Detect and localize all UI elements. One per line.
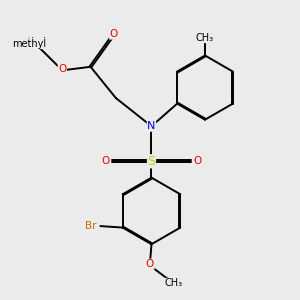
Text: methyl: methyl bbox=[12, 39, 46, 49]
Text: N: N bbox=[147, 121, 156, 131]
Text: O: O bbox=[110, 29, 118, 39]
Text: CH₃: CH₃ bbox=[164, 278, 182, 289]
Text: O: O bbox=[58, 64, 66, 74]
Text: S: S bbox=[148, 155, 155, 168]
Text: methyl: methyl bbox=[0, 299, 1, 300]
Text: CH₃: CH₃ bbox=[196, 33, 214, 43]
Text: O: O bbox=[101, 156, 110, 166]
Text: Br: Br bbox=[85, 221, 96, 231]
Text: methyl: methyl bbox=[13, 38, 47, 47]
Text: O: O bbox=[194, 156, 202, 166]
Text: O: O bbox=[146, 259, 154, 269]
